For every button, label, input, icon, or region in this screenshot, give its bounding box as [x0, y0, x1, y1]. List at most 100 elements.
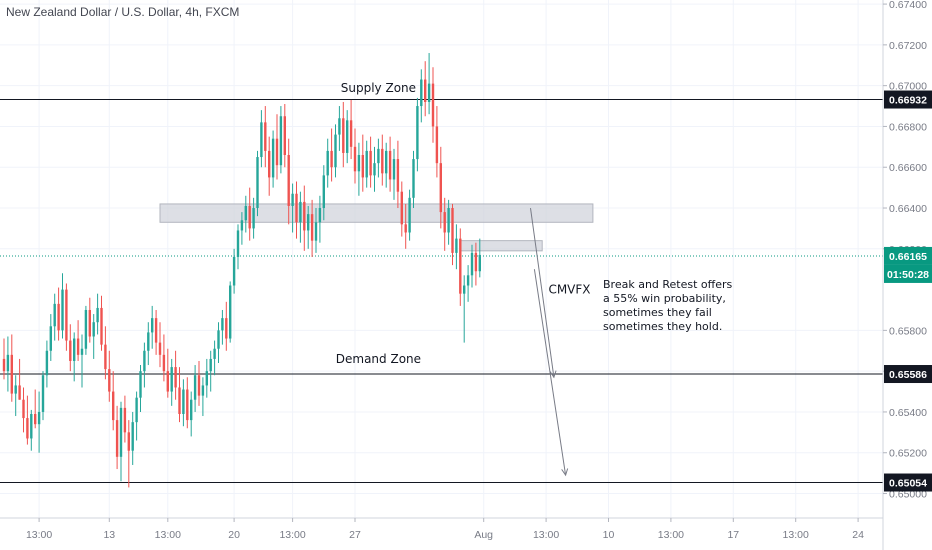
candle [131, 411, 134, 465]
candle [412, 150, 415, 209]
x-tick-label: 10 [603, 529, 615, 541]
x-tick-label: Aug [474, 529, 493, 541]
candle-body [435, 126, 439, 164]
candle [139, 365, 142, 412]
target-price-label: 0.65054 [889, 478, 927, 490]
candle [388, 136, 392, 192]
candle-body [53, 303, 56, 327]
candle [22, 387, 25, 433]
candle [34, 389, 37, 429]
candle [447, 199, 450, 245]
y-tick-label: 0.66600 [889, 162, 927, 174]
candle [232, 248, 236, 294]
candle-body [338, 118, 341, 135]
candle [88, 297, 91, 343]
candle [314, 208, 318, 253]
candle [264, 106, 267, 168]
candle [186, 377, 189, 429]
candle-body [474, 252, 478, 272]
candle-body [326, 150, 329, 176]
candle-body [427, 83, 431, 102]
candle [455, 224, 458, 270]
candle-body [37, 411, 41, 425]
candle-body [361, 154, 364, 178]
candle-body [373, 163, 376, 176]
candle [49, 314, 52, 361]
candle-body [84, 309, 88, 349]
candle [162, 334, 166, 382]
candle [346, 110, 349, 164]
candle [439, 146, 442, 229]
candle [217, 322, 220, 364]
candle [326, 138, 329, 188]
candle-body [420, 79, 423, 107]
candle [275, 114, 279, 180]
candle [357, 142, 361, 196]
candle-body [190, 399, 193, 421]
note-line: sometimes they fail [603, 306, 712, 319]
candle-body [346, 120, 349, 153]
candle [96, 293, 99, 335]
candle-body [357, 154, 361, 172]
candle-body [322, 175, 325, 209]
candle-body [76, 338, 80, 355]
candle-body [303, 201, 306, 231]
candle-body [182, 389, 185, 414]
candle [244, 195, 247, 233]
candle [361, 134, 364, 192]
candle [205, 358, 208, 398]
retest-zone [459, 240, 543, 252]
candle-body [14, 385, 17, 394]
x-tick-label: 13:00 [783, 529, 809, 541]
projection-arrow [530, 207, 555, 378]
candle [6, 336, 10, 392]
x-tick-label: 13:00 [533, 529, 559, 541]
candle [256, 150, 259, 217]
candle [119, 401, 123, 482]
candle-body [314, 222, 318, 241]
candle-body [162, 354, 166, 372]
candle-body [232, 256, 236, 286]
retest-zone [159, 203, 594, 223]
candle-body [26, 418, 29, 439]
candle-body [92, 322, 95, 337]
candle [57, 287, 60, 341]
candle [435, 106, 439, 178]
candle-body [466, 275, 470, 286]
candle [147, 322, 150, 366]
candle-body [80, 348, 84, 355]
candle [248, 187, 251, 241]
supply-price-label: 0.66932 [889, 95, 927, 107]
candle-body [439, 163, 442, 213]
candle-body [61, 289, 64, 331]
candle-body [455, 238, 458, 253]
candle [279, 106, 283, 174]
candle-body [256, 157, 259, 209]
candle-body [334, 134, 337, 168]
candle-body [392, 159, 396, 180]
candle-body [295, 193, 298, 223]
candle-body [34, 413, 37, 425]
x-tick-label: 13 [103, 529, 115, 541]
candle [2, 338, 6, 380]
candle [123, 395, 127, 443]
x-tick-label: 17 [727, 529, 739, 541]
candle [190, 391, 193, 437]
candle-body [365, 150, 368, 178]
candle [385, 142, 388, 188]
candle [65, 283, 68, 351]
candle [18, 358, 21, 400]
candle-body [385, 150, 388, 174]
candle-body [197, 375, 201, 396]
candle [201, 377, 205, 417]
candle-body [260, 122, 263, 158]
candle [92, 314, 95, 359]
candle [318, 195, 322, 243]
candle [221, 309, 224, 345]
y-tick-label: 0.67400 [889, 0, 927, 11]
candle-body [431, 83, 435, 127]
candle [334, 124, 337, 178]
y-tick-label: 0.67000 [889, 81, 927, 93]
candle-body [108, 369, 111, 392]
